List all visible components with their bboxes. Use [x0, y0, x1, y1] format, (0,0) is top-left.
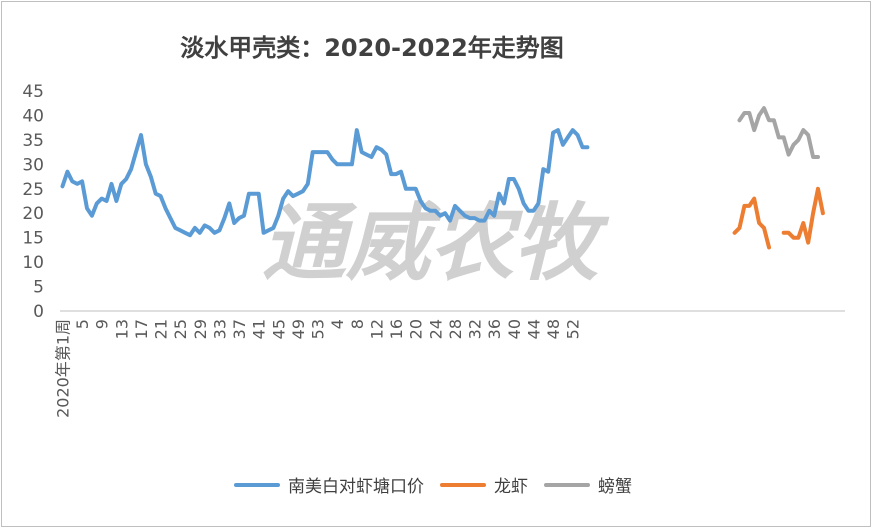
y-tick-label: 35: [22, 131, 44, 151]
x-tick-label: 12: [367, 319, 386, 339]
x-tick-label: 53: [309, 319, 328, 339]
x-tick-label: 2020年第1周: [53, 319, 72, 418]
x-tick-label: 28: [446, 319, 465, 339]
legend-swatch-crayfish: [440, 482, 486, 487]
x-tick-label: 49: [289, 319, 308, 339]
x-tick-label: 44: [524, 319, 543, 339]
x-tick-label: 41: [250, 319, 269, 339]
legend-label-shrimp: 南美白对虾塘口价: [288, 477, 424, 497]
x-tick-label: 17: [132, 319, 151, 339]
series-line-crayfish: [732, 196, 771, 250]
x-tick-label: 13: [112, 319, 131, 339]
x-tick-label: 20: [407, 319, 426, 339]
y-tick-label: 25: [22, 180, 44, 200]
y-tick-label: 40: [22, 106, 44, 126]
x-tick-label: 40: [505, 319, 524, 339]
x-tick-label: 24: [426, 319, 445, 339]
x-tick-label: 33: [210, 319, 229, 339]
legend-label-crab: 螃蟹: [598, 477, 632, 497]
x-tick-label: 29: [191, 319, 210, 339]
legend-label-crayfish: 龙虾: [494, 477, 528, 497]
y-tick-label: 45: [22, 82, 44, 102]
x-tick-label: 52: [564, 319, 583, 339]
legend-item-crab: 螃蟹: [544, 472, 632, 497]
x-tick-label: 9: [93, 319, 112, 329]
y-tick-label: 5: [33, 278, 44, 298]
legend-swatch-crab: [544, 482, 590, 487]
y-tick-label: 20: [22, 204, 44, 224]
y-tick-label: 15: [22, 229, 44, 249]
x-tick-label: 37: [230, 319, 249, 339]
x-tick-label: 25: [171, 319, 190, 339]
watermark-text: 通威农牧: [262, 194, 610, 292]
legend-item-shrimp: 南美白对虾塘口价: [234, 472, 424, 497]
legend-item-crayfish: 龙虾: [440, 472, 528, 497]
x-tick-label: 8: [348, 319, 367, 329]
x-tick-label: 32: [466, 319, 485, 339]
y-tick-label: 10: [22, 253, 44, 273]
y-tick-label: 0: [33, 302, 44, 322]
series-line-crayfish: [781, 186, 825, 245]
series-line-crab: [737, 106, 820, 159]
x-tick-label: 36: [485, 319, 504, 339]
x-tick-label: 4: [328, 319, 347, 329]
x-tick-label: 5: [73, 319, 92, 329]
x-tick-label: 48: [544, 319, 563, 339]
x-tick-label: 16: [387, 319, 406, 339]
legend-swatch-shrimp: [234, 482, 280, 487]
legend: 南美白对虾塘口价 龙虾 螃蟹: [0, 472, 874, 497]
y-tick-label: 30: [22, 155, 44, 175]
x-tick-label: 21: [152, 319, 171, 339]
series-line-shrimp: [60, 128, 590, 238]
x-tick-label: 45: [269, 319, 288, 339]
chart-title: 淡水甲壳类：2020-2022年走势图: [180, 34, 564, 62]
